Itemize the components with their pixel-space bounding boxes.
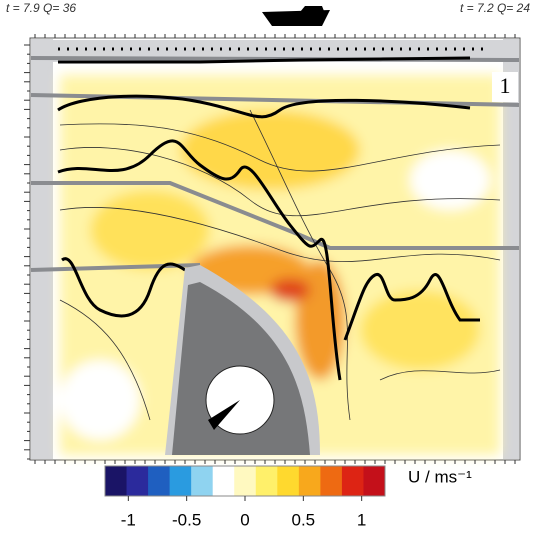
panel-label-box <box>492 72 518 102</box>
annotation: t = 7.9 Q= 36 <box>6 1 76 15</box>
velocity-field <box>60 75 500 455</box>
transect-line <box>30 263 201 272</box>
field-blob <box>270 278 310 302</box>
colorbar-segment <box>363 466 386 496</box>
colorbar-tick-label: -0.5 <box>172 510 201 529</box>
contour <box>59 207 501 262</box>
thick-contour <box>57 139 342 381</box>
boat-icon <box>262 6 330 26</box>
field-blob <box>60 360 140 440</box>
thick-contour <box>343 273 480 341</box>
contours <box>59 109 501 421</box>
colorbar-segment <box>191 466 214 496</box>
contour <box>59 299 151 421</box>
colorbar-tick-label: 0 <box>240 510 249 529</box>
colorbar-segment <box>105 466 128 496</box>
direction-wedge <box>208 400 240 430</box>
field-blob <box>410 150 490 210</box>
panel-label: 1 <box>500 73 511 98</box>
colorbar-label: U / ms⁻¹ <box>408 467 472 486</box>
contour <box>59 123 501 172</box>
thick-contours <box>57 56 480 381</box>
thick-contour <box>57 94 471 119</box>
thick-contour <box>58 56 471 64</box>
colorbar-segment <box>169 466 192 496</box>
contour <box>59 147 501 217</box>
colorbar-tick-label: 1 <box>357 510 366 529</box>
colorbar-segment <box>148 466 171 496</box>
colorbar-segment <box>341 466 364 496</box>
left-strip <box>31 39 53 459</box>
colorbar-segment <box>320 466 343 496</box>
colorbar-segment <box>298 466 321 496</box>
axis-ticks <box>24 34 516 464</box>
contour <box>379 369 501 381</box>
field-blob <box>90 190 210 270</box>
field-blob <box>180 110 360 190</box>
colorbar-segment <box>212 466 235 496</box>
colorbar-segment <box>126 466 149 496</box>
colorbar-segment <box>234 466 257 496</box>
colorbar-tick-label: 0.5 <box>292 510 316 529</box>
thick-contour <box>61 257 186 318</box>
colorbar-tick-label: -1 <box>121 510 136 529</box>
colorbar-segment <box>277 466 300 496</box>
field-blob <box>360 290 480 370</box>
colorbar-segment <box>255 466 278 496</box>
annotation: t = 7.2 Q= 24 <box>460 1 530 15</box>
